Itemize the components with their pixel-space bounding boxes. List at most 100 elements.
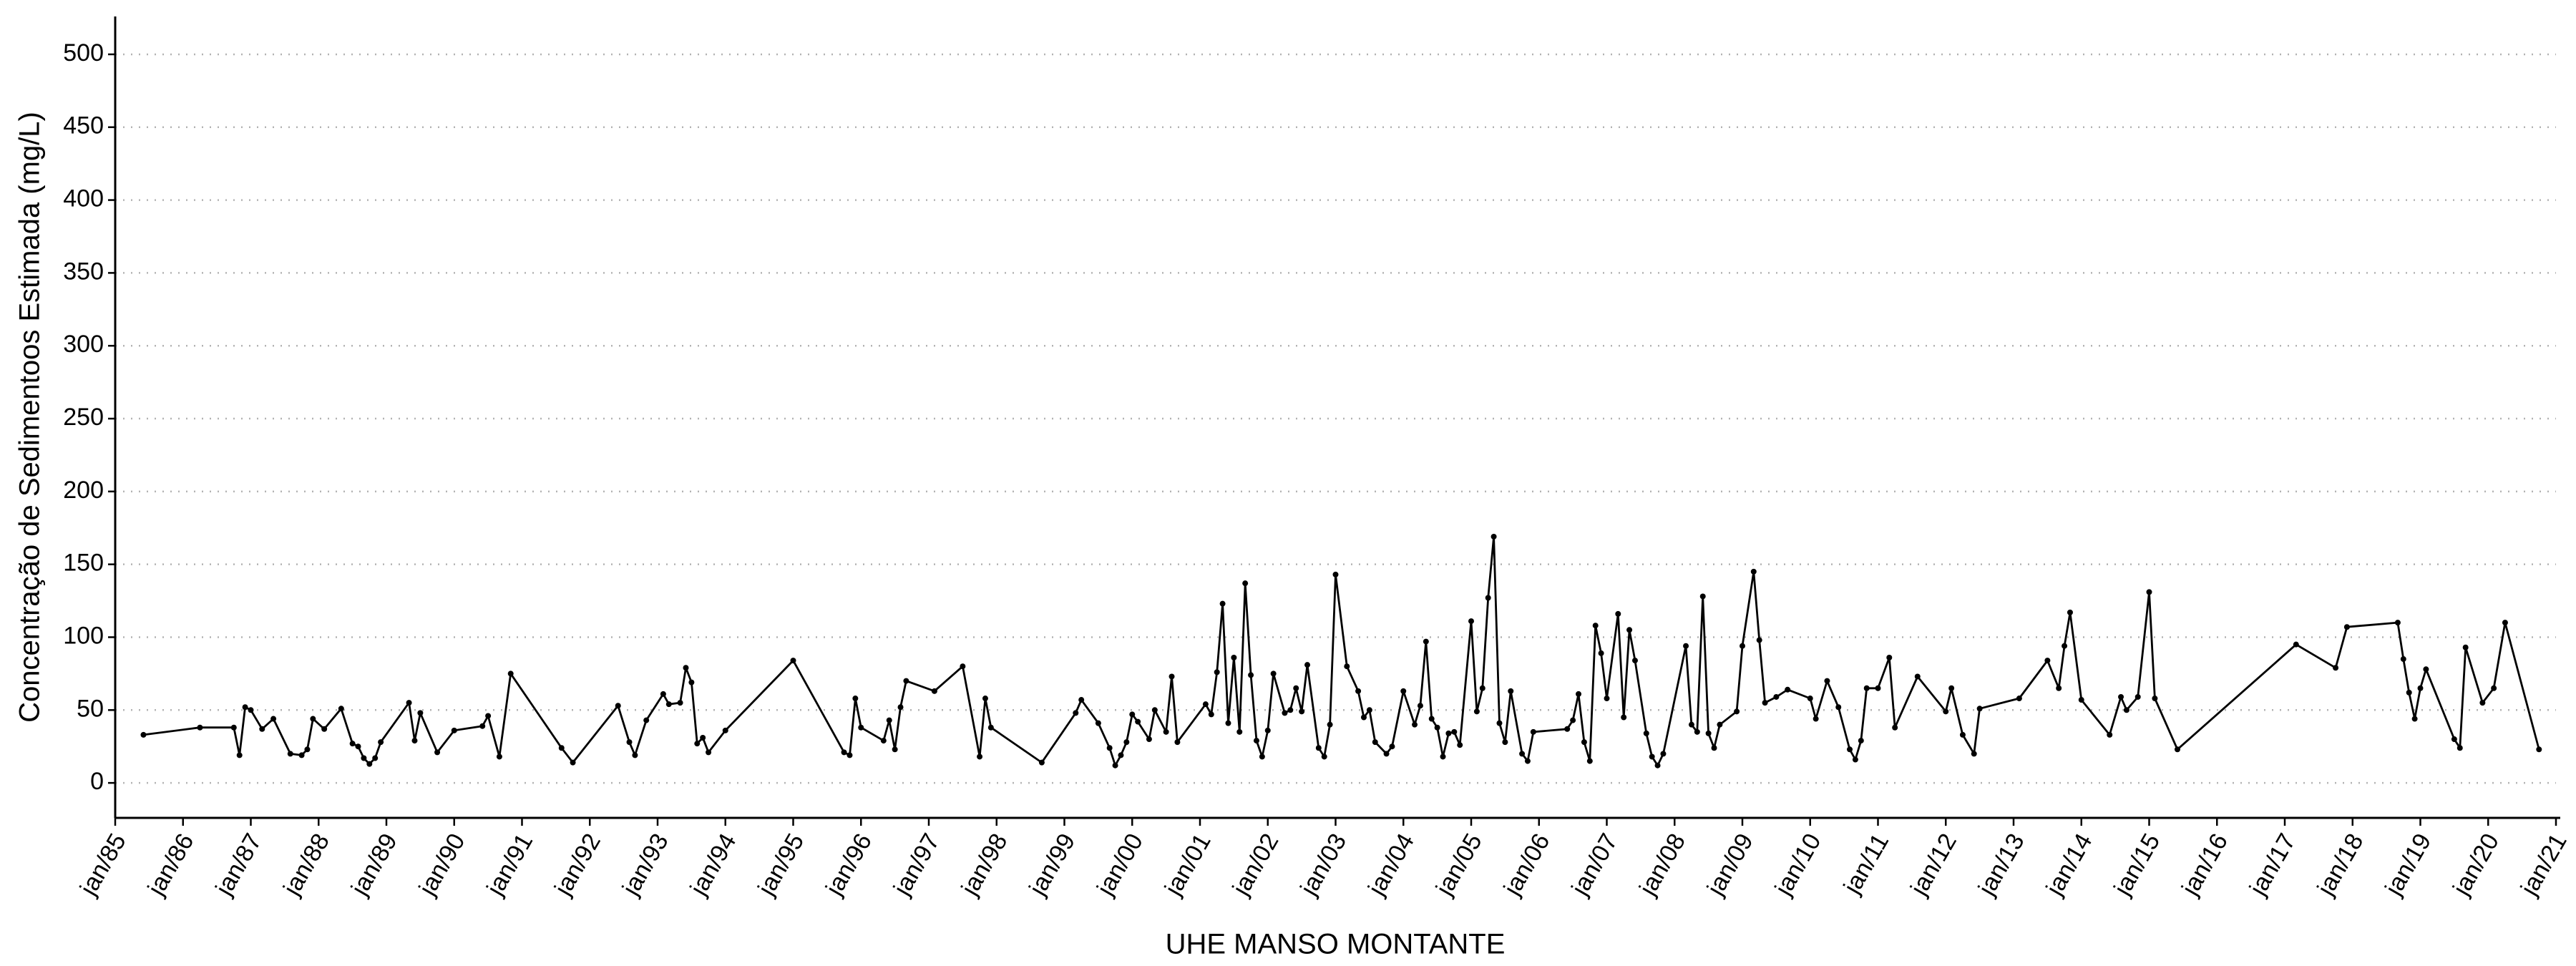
data-point	[2457, 745, 2463, 751]
data-point	[1570, 717, 1576, 723]
y-tick-label: 100	[63, 622, 104, 649]
data-point	[1824, 678, 1830, 684]
data-point	[248, 707, 254, 713]
x-tick-label: jan/12	[1905, 829, 1962, 900]
data-point	[1428, 716, 1435, 722]
data-point	[1287, 707, 1294, 713]
x-tick-label: jan/93	[617, 829, 674, 900]
data-point	[270, 716, 277, 722]
data-point	[1264, 727, 1271, 733]
data-point	[1332, 571, 1339, 577]
data-point	[847, 752, 853, 758]
data-point	[1231, 655, 1237, 660]
data-point	[1688, 721, 1694, 728]
data-point	[1219, 600, 1226, 607]
x-tick-label: jan/95	[752, 829, 809, 900]
data-point	[2152, 696, 2158, 702]
data-point	[1208, 711, 1214, 718]
data-point	[479, 723, 486, 729]
y-tick-label: 500	[63, 39, 104, 67]
y-tick-label: 200	[63, 477, 104, 504]
data-point	[1106, 745, 1113, 751]
data-point	[700, 735, 706, 741]
data-point	[349, 741, 356, 747]
x-tick-label: jan/90	[414, 829, 471, 900]
x-tick-label: jan/17	[2244, 829, 2301, 900]
data-point	[485, 713, 492, 719]
data-point	[1694, 728, 1700, 735]
data-point	[2016, 696, 2022, 702]
data-point	[960, 663, 966, 670]
data-point	[892, 746, 898, 753]
data-point	[242, 704, 248, 711]
data-point	[1123, 739, 1130, 746]
data-point	[1417, 703, 1423, 709]
data-point	[2462, 644, 2469, 650]
x-tick-label: jan/04	[1362, 829, 1420, 900]
data-point	[2118, 693, 2124, 700]
data-point	[1468, 618, 1474, 625]
data-point	[1615, 610, 1621, 617]
data-point	[1847, 746, 1853, 753]
data-point	[406, 700, 412, 706]
x-tick-label: jan/08	[1634, 829, 1691, 900]
y-tick-label: 300	[63, 331, 104, 358]
data-point	[1762, 700, 1768, 706]
data-point	[2146, 589, 2152, 595]
data-point	[1948, 685, 1955, 691]
data-point	[1508, 688, 1514, 694]
data-point	[880, 738, 887, 744]
data-point	[1740, 643, 1745, 649]
data-point	[1858, 738, 1864, 744]
data-point	[2062, 643, 2068, 649]
x-tick-label: jan/14	[2041, 829, 2098, 900]
data-point	[1576, 691, 1582, 697]
data-point	[1491, 533, 1497, 540]
data-point	[1959, 731, 1966, 738]
data-point	[2491, 685, 2497, 691]
x-tick-label: jan/92	[549, 829, 606, 900]
data-point	[1372, 739, 1378, 746]
y-tick-label: 350	[63, 258, 104, 285]
data-point	[558, 745, 565, 751]
data-point	[321, 726, 328, 732]
data-point	[197, 724, 203, 731]
data-point	[2417, 685, 2424, 691]
data-point	[2343, 624, 2350, 630]
y-tick-label: 400	[63, 185, 104, 213]
x-tick-label: jan/89	[346, 829, 403, 900]
data-point	[298, 752, 305, 758]
x-tick-label: jan/07	[1566, 829, 1623, 900]
data-point	[1711, 745, 1717, 751]
x-tick-label: jan/99	[1023, 829, 1080, 900]
data-point	[1344, 663, 1350, 670]
data-point	[287, 751, 293, 757]
data-point	[304, 746, 311, 753]
data-point	[977, 753, 983, 760]
x-tick-label: jan/91	[481, 829, 538, 900]
data-point	[1892, 724, 1898, 731]
data-point	[1773, 693, 1780, 700]
data-point	[1485, 595, 1491, 601]
data-point	[1649, 753, 1655, 760]
data-point	[1259, 753, 1265, 760]
data-point	[2067, 609, 2073, 615]
data-point	[931, 688, 937, 694]
data-point	[632, 752, 638, 758]
data-point	[665, 701, 672, 708]
data-point	[1095, 720, 1101, 726]
data-point	[706, 749, 712, 756]
data-point	[688, 679, 695, 686]
data-point	[2479, 700, 2486, 706]
data-point	[1236, 728, 1243, 735]
data-point	[2451, 736, 2457, 743]
data-point	[1299, 708, 1305, 715]
data-point	[378, 739, 384, 746]
data-point	[1502, 739, 1508, 746]
data-point	[903, 678, 909, 684]
x-tick-label: jan/09	[1702, 829, 1759, 900]
y-tick-label: 450	[63, 112, 104, 140]
data-point	[1750, 568, 1757, 575]
data-point	[366, 761, 373, 767]
